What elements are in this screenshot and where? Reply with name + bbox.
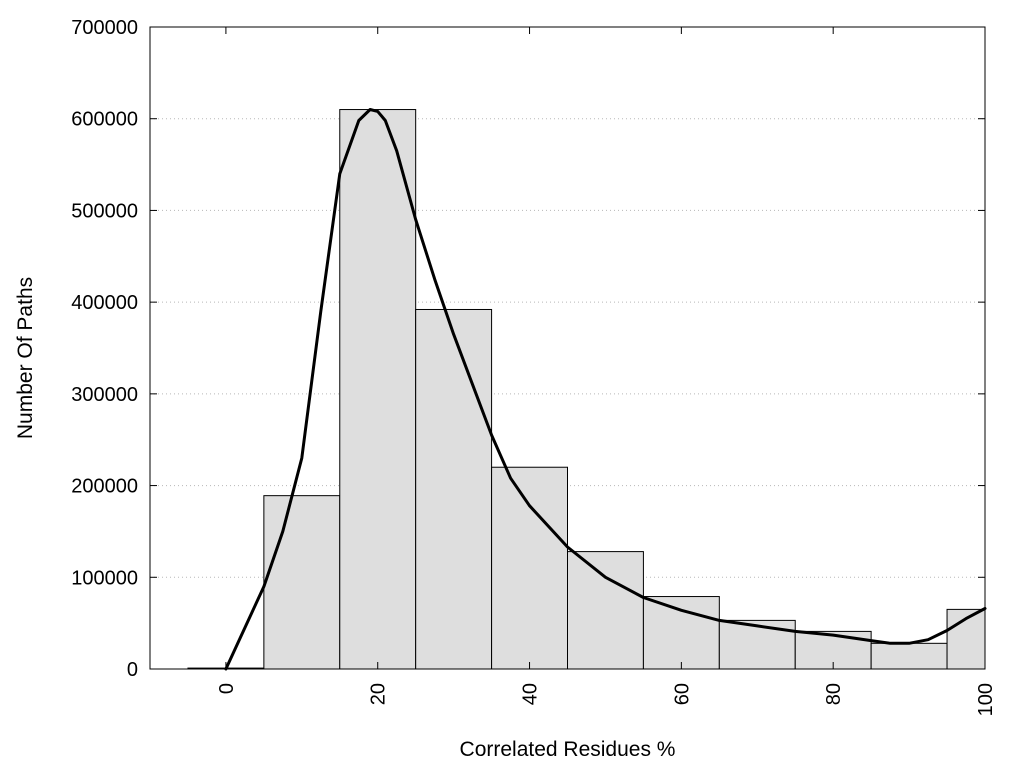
x-axis-ticks: 0 20 40 60 80 100 (216, 27, 997, 716)
histogram-bar (415, 308, 493, 670)
x-tick-label: 0 (216, 683, 238, 694)
histogram-bar (718, 619, 796, 670)
x-tick-label: 100 (975, 683, 997, 716)
y-tick-label: 0 (127, 659, 138, 681)
y-axis-title: Number Of Paths (14, 277, 37, 439)
histogram-bars (187, 109, 986, 670)
x-tick-label: 60 (671, 683, 693, 705)
histogram-bar (567, 551, 644, 670)
x-axis-title: Correlated Residues % (460, 738, 676, 761)
y-tick-label: 100000 (71, 567, 138, 589)
plot-frame (149, 26, 986, 670)
smooth-curve-layer (224, 108, 987, 671)
x-tick-label: 20 (368, 683, 390, 705)
x-tick-label: 40 (520, 683, 542, 705)
x-tick-label: 80 (823, 683, 845, 705)
histogram-bar (263, 495, 341, 670)
histogram-bar (339, 109, 417, 670)
y-tick-label: 300000 (71, 384, 138, 406)
histogram-bar (491, 466, 568, 670)
y-axis-ticks: 0 100000 200000 300000 400000 500000 600000 700… (71, 17, 985, 681)
histogram-bar (642, 596, 720, 670)
density-curve (224, 108, 987, 671)
y-tick-label: 400000 (71, 292, 138, 314)
y-tick-label: 500000 (71, 200, 138, 222)
y-tick-label: 600000 (71, 109, 138, 131)
histogram-bar (870, 642, 948, 670)
y-tick-label: 200000 (71, 476, 138, 498)
y-tick-label: 700000 (71, 17, 138, 39)
